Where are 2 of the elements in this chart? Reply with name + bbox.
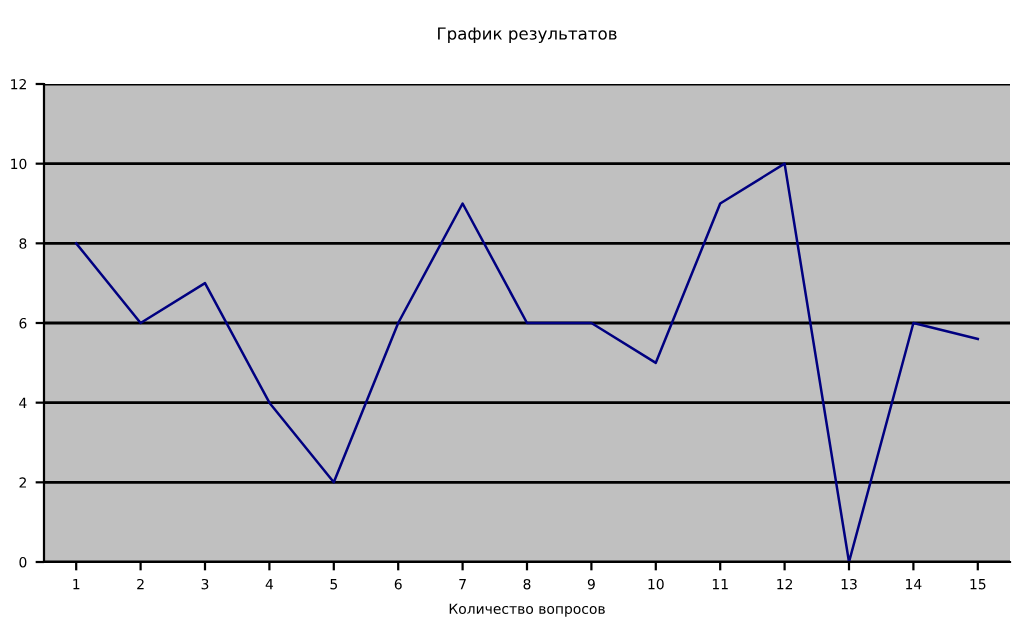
line-series — [74, 162, 980, 562]
chart-title: График результатов — [438, 27, 617, 44]
